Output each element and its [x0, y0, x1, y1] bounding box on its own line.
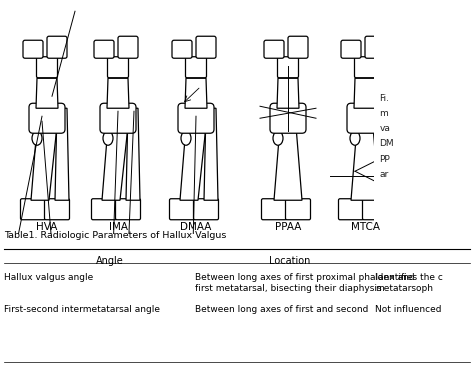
- Ellipse shape: [32, 131, 42, 145]
- FancyBboxPatch shape: [20, 199, 46, 220]
- Polygon shape: [351, 126, 379, 200]
- Ellipse shape: [273, 131, 283, 145]
- Text: metatarsoph: metatarsoph: [375, 284, 433, 293]
- Text: Location: Location: [269, 256, 310, 266]
- Text: m: m: [379, 109, 388, 118]
- FancyBboxPatch shape: [347, 103, 383, 133]
- FancyBboxPatch shape: [170, 199, 194, 220]
- Text: HVA: HVA: [36, 221, 58, 232]
- FancyBboxPatch shape: [118, 36, 138, 58]
- Polygon shape: [102, 126, 128, 200]
- FancyBboxPatch shape: [270, 103, 306, 133]
- FancyBboxPatch shape: [341, 40, 361, 58]
- FancyBboxPatch shape: [36, 57, 57, 78]
- Polygon shape: [354, 78, 376, 108]
- Text: IMA: IMA: [109, 221, 128, 232]
- Ellipse shape: [181, 131, 191, 145]
- Text: PP: PP: [379, 154, 390, 164]
- Text: DM: DM: [379, 139, 394, 148]
- Text: Fi.: Fi.: [379, 94, 390, 103]
- FancyBboxPatch shape: [262, 199, 286, 220]
- FancyBboxPatch shape: [94, 40, 114, 58]
- FancyBboxPatch shape: [172, 40, 192, 58]
- FancyBboxPatch shape: [277, 57, 299, 78]
- Polygon shape: [55, 108, 69, 200]
- Text: Not influenced: Not influenced: [375, 305, 441, 314]
- Text: DMAA: DMAA: [180, 221, 212, 232]
- Text: Between long axes of first and second: Between long axes of first and second: [195, 305, 368, 314]
- Ellipse shape: [103, 131, 113, 145]
- Text: ar: ar: [379, 170, 389, 179]
- FancyBboxPatch shape: [29, 103, 65, 133]
- FancyBboxPatch shape: [178, 103, 214, 133]
- Polygon shape: [204, 108, 218, 200]
- Ellipse shape: [350, 131, 360, 145]
- FancyBboxPatch shape: [100, 103, 136, 133]
- FancyBboxPatch shape: [91, 199, 117, 220]
- Polygon shape: [36, 78, 58, 108]
- FancyBboxPatch shape: [363, 199, 388, 220]
- Polygon shape: [107, 78, 129, 108]
- Text: Angle: Angle: [96, 256, 124, 266]
- Polygon shape: [31, 126, 57, 200]
- FancyBboxPatch shape: [193, 199, 219, 220]
- Text: va: va: [379, 124, 390, 133]
- Text: Table1. Radiologic Parameters of Hallux Valgus: Table1. Radiologic Parameters of Hallux …: [4, 231, 227, 240]
- Text: Hallux valgus angle: Hallux valgus angle: [4, 273, 93, 282]
- FancyBboxPatch shape: [264, 40, 284, 58]
- Polygon shape: [126, 108, 140, 200]
- FancyBboxPatch shape: [23, 40, 43, 58]
- Text: First-second intermetatarsal angle: First-second intermetatarsal angle: [4, 305, 160, 314]
- FancyBboxPatch shape: [338, 199, 364, 220]
- FancyBboxPatch shape: [288, 36, 308, 58]
- Text: PPAA: PPAA: [275, 221, 301, 232]
- Text: Between long axes of first proximal phalanx and: Between long axes of first proximal phal…: [195, 273, 415, 282]
- FancyBboxPatch shape: [185, 57, 207, 78]
- FancyBboxPatch shape: [47, 36, 67, 58]
- FancyBboxPatch shape: [196, 36, 216, 58]
- FancyBboxPatch shape: [365, 36, 385, 58]
- FancyBboxPatch shape: [285, 199, 310, 220]
- Text: MTCA: MTCA: [350, 221, 380, 232]
- FancyBboxPatch shape: [355, 57, 375, 78]
- Polygon shape: [277, 78, 299, 108]
- Text: first metatarsal, bisecting their diaphysis: first metatarsal, bisecting their diaphy…: [195, 284, 382, 293]
- Polygon shape: [185, 78, 207, 108]
- Text: Identifies the c: Identifies the c: [375, 273, 443, 282]
- FancyBboxPatch shape: [116, 199, 140, 220]
- FancyBboxPatch shape: [45, 199, 70, 220]
- FancyBboxPatch shape: [108, 57, 128, 78]
- Polygon shape: [274, 126, 302, 200]
- Polygon shape: [180, 126, 206, 200]
